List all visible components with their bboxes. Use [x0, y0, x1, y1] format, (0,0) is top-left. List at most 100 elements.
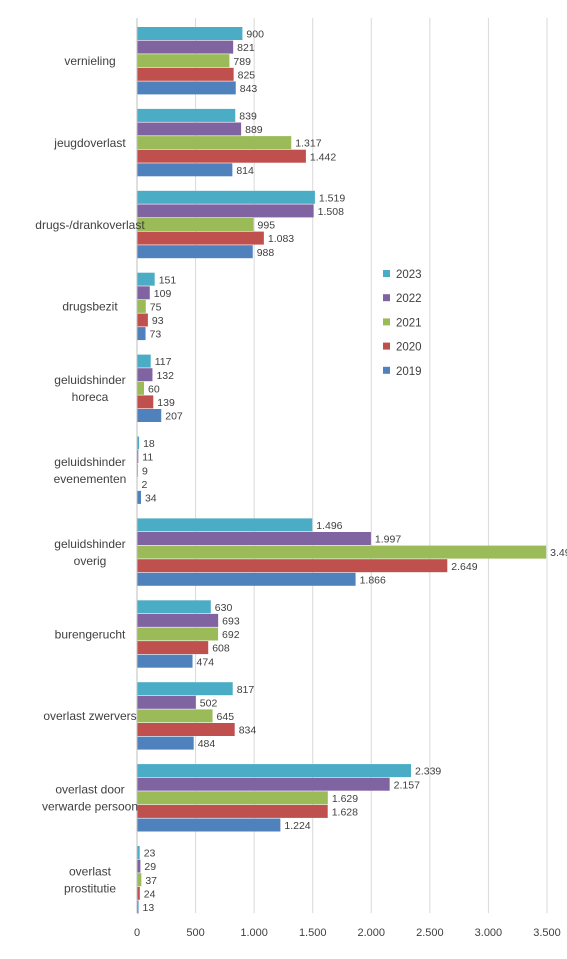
- data-label: 693: [222, 616, 240, 628]
- bar-2021: [137, 545, 547, 559]
- bar-2019: [137, 327, 146, 341]
- bar-2021: [137, 136, 292, 150]
- bar-2020: [137, 804, 328, 818]
- category-label: geluidshinder: [54, 373, 125, 387]
- data-label: 474: [197, 656, 215, 668]
- category-label: drugsbezit: [62, 300, 118, 314]
- data-label: 13: [143, 902, 155, 914]
- bar-2023: [137, 190, 315, 204]
- data-label: 1.629: [332, 793, 358, 805]
- bar-2020: [137, 559, 448, 573]
- data-label: 814: [236, 165, 254, 177]
- bar-2021: [137, 709, 213, 723]
- data-label: 2.339: [415, 766, 441, 778]
- bar-2020: [137, 231, 264, 245]
- bar-2023: [137, 846, 140, 859]
- data-label: 834: [239, 725, 257, 737]
- bar-2019: [137, 163, 233, 177]
- category-label: prostitutie: [64, 882, 116, 896]
- data-label: 843: [240, 83, 258, 95]
- bar-2023: [137, 436, 140, 450]
- bar-2021: [137, 791, 328, 805]
- legend-swatch-2022: [383, 294, 390, 302]
- data-label: 18: [143, 438, 155, 450]
- data-label: 608: [212, 643, 230, 655]
- data-label: 60: [148, 383, 160, 395]
- data-label: 889: [245, 124, 263, 136]
- x-tick-label: 1.500: [299, 927, 327, 939]
- data-label: 817: [237, 684, 255, 696]
- data-label: 1.083: [268, 233, 294, 245]
- bar-2020: [137, 149, 306, 163]
- data-label: 139: [157, 397, 175, 409]
- data-label: 1.997: [375, 534, 401, 546]
- data-label: 1.519: [319, 192, 345, 204]
- legend-label: 2023: [396, 269, 422, 281]
- bar-2019: [137, 900, 139, 914]
- bar-2021: [137, 381, 145, 395]
- bar-2022: [137, 286, 150, 300]
- category-label: overlast zwervers: [43, 709, 136, 723]
- category-label: horeca: [72, 390, 109, 404]
- data-label: 484: [198, 738, 216, 750]
- category-label: evenementen: [54, 472, 127, 486]
- data-label: 24: [144, 888, 156, 900]
- bar-2022: [137, 777, 390, 791]
- bar-2022: [137, 613, 219, 627]
- category-label: burengerucht: [55, 627, 126, 641]
- bar-2020: [137, 641, 209, 655]
- bar-2022: [137, 368, 153, 382]
- bar-2023: [137, 108, 236, 122]
- legend-swatch-2020: [383, 342, 390, 350]
- data-label: 73: [150, 329, 162, 341]
- data-label: 1.442: [310, 151, 336, 163]
- bar-2021: [137, 463, 139, 477]
- x-tick-label: 2.500: [416, 927, 444, 939]
- category-label: vernieling: [64, 54, 115, 68]
- bar-2020: [137, 395, 154, 409]
- data-label: 821: [237, 42, 255, 54]
- legend-label: 2020: [396, 342, 422, 354]
- bars: [137, 27, 547, 914]
- data-label: 2.157: [394, 779, 420, 791]
- data-label: 23: [144, 848, 156, 860]
- data-label: 1.628: [332, 807, 358, 819]
- bar-2019: [137, 245, 253, 259]
- legend-label: 2022: [396, 293, 422, 305]
- gridlines: [195, 18, 548, 913]
- bar-2022: [137, 40, 234, 54]
- bar-2019: [137, 654, 193, 668]
- bar-2019: [137, 81, 236, 95]
- category-label: overlast door: [55, 783, 124, 797]
- bar-2023: [137, 518, 313, 532]
- category-label: geluidshinder: [54, 455, 125, 469]
- data-label: 93: [152, 315, 164, 327]
- data-label: 1.224: [284, 820, 310, 832]
- data-label: 839: [239, 111, 257, 123]
- data-label: 630: [215, 602, 233, 614]
- data-label: 1.317: [295, 138, 321, 150]
- bar-2023: [137, 600, 211, 614]
- category-label: jeugdoverlast: [53, 136, 126, 150]
- legend-swatch-2019: [383, 366, 390, 374]
- bar-2022: [137, 859, 141, 873]
- legend-swatch-2023: [383, 270, 390, 277]
- data-label: 2: [142, 479, 148, 491]
- bar-2022: [137, 122, 242, 136]
- legend-label: 2021: [396, 317, 422, 329]
- data-label: 900: [246, 29, 264, 41]
- data-label: 789: [233, 56, 251, 68]
- category-label: drugs-/drankoverlast: [35, 218, 145, 232]
- bar-2021: [137, 627, 219, 641]
- bar-2019: [137, 818, 281, 832]
- bar-2020: [137, 723, 235, 736]
- bar-2022: [137, 204, 314, 218]
- bar-2022: [137, 695, 196, 709]
- x-tick-label: 0: [134, 927, 140, 939]
- bar-2023: [137, 682, 233, 696]
- bar-2021: [137, 873, 142, 887]
- bar-2019: [137, 572, 356, 586]
- data-label: 995: [258, 220, 276, 232]
- category-label: overlast: [69, 865, 112, 879]
